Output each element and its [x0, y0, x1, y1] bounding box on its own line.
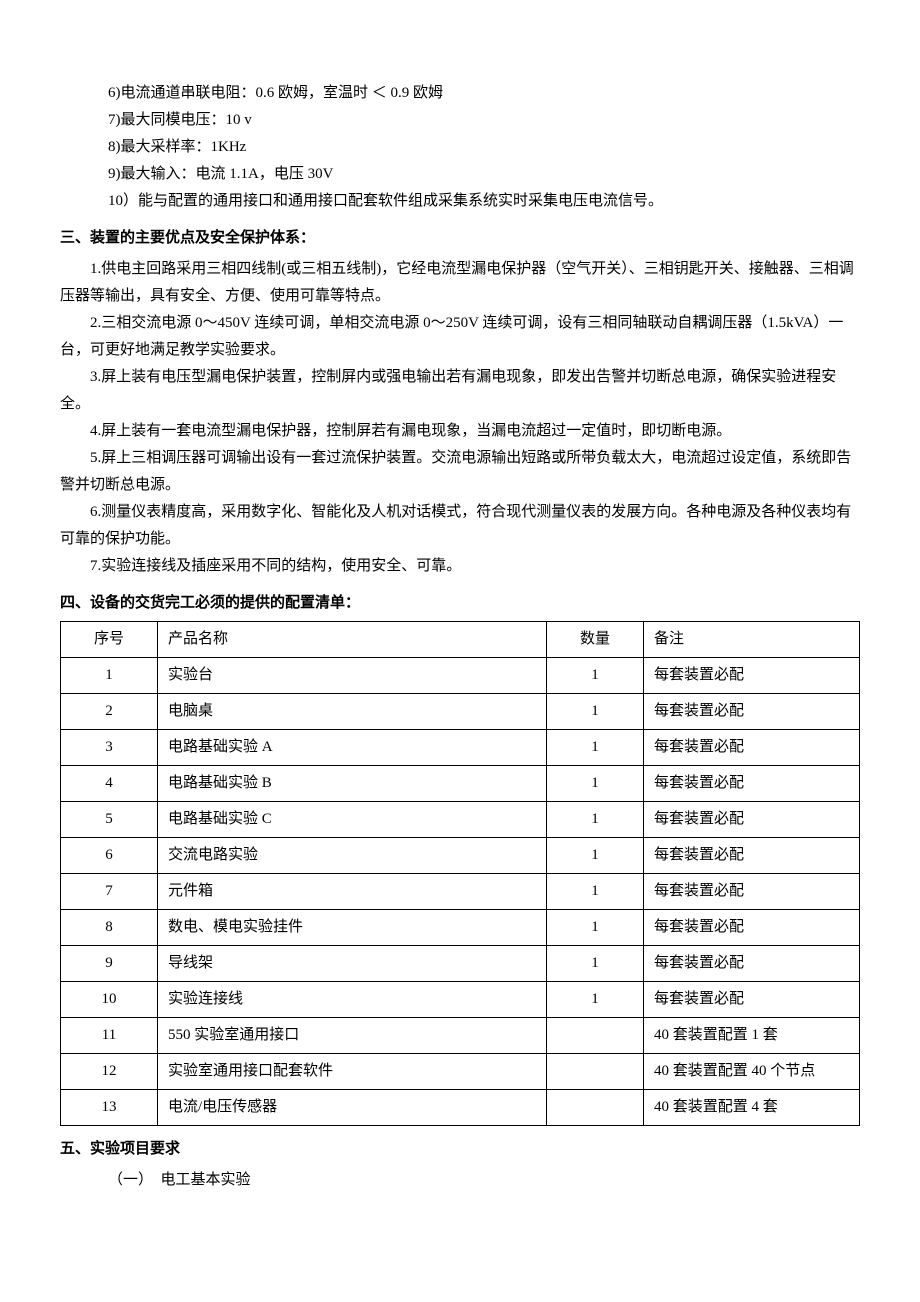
spec-item: 8)最大采样率：1KHz	[108, 134, 860, 161]
table-row: 6交流电路实验1每套装置必配	[61, 838, 860, 874]
table-row: 7元件箱1每套装置必配	[61, 874, 860, 910]
table-cell: 电流/电压传感器	[158, 1090, 547, 1126]
table-row: 8数电、模电实验挂件1每套装置必配	[61, 910, 860, 946]
spec-item: 6)电流通道串联电阻：0.6 欧姆，室温时 ＜ 0.9 欧姆	[108, 80, 860, 107]
table-cell: 1	[547, 766, 644, 802]
table-row: 2电脑桌1每套装置必配	[61, 694, 860, 730]
table-row: 9导线架1每套装置必配	[61, 946, 860, 982]
table-cell: 电脑桌	[158, 694, 547, 730]
table-cell: 1	[547, 730, 644, 766]
table-cell: 11	[61, 1018, 158, 1054]
section5-sub: （一） 电工基本实验	[60, 1167, 860, 1194]
table-cell: 5	[61, 802, 158, 838]
table-cell: 2	[61, 694, 158, 730]
table-cell: 电路基础实验 A	[158, 730, 547, 766]
table-cell: 1	[547, 838, 644, 874]
table-cell: 每套装置必配	[644, 874, 860, 910]
table-row: 1实验台1每套装置必配	[61, 658, 860, 694]
table-cell: 1	[547, 802, 644, 838]
table-cell: 每套装置必配	[644, 802, 860, 838]
table-header-row: 序号 产品名称 数量 备注	[61, 622, 860, 658]
table-cell: 13	[61, 1090, 158, 1126]
table-cell: 每套装置必配	[644, 766, 860, 802]
table-row: 12实验室通用接口配套软件 40 套装置配置 40 个节点	[61, 1054, 860, 1090]
table-cell: 40 套装置配置 40 个节点	[644, 1054, 860, 1090]
col-header-name: 产品名称	[158, 622, 547, 658]
spec-list: 6)电流通道串联电阻：0.6 欧姆，室温时 ＜ 0.9 欧姆 7)最大同模电压：…	[60, 80, 860, 215]
table-cell: 1	[547, 694, 644, 730]
table-row: 3电路基础实验 A1每套装置必配	[61, 730, 860, 766]
table-row: 10实验连接线1每套装置必配	[61, 982, 860, 1018]
spec-item: 10）能与配置的通用接口和通用接口配套软件组成采集系统实时采集电压电流信号。	[108, 188, 860, 215]
table-cell: 1	[547, 982, 644, 1018]
col-header-qty: 数量	[547, 622, 644, 658]
config-table: 序号 产品名称 数量 备注 1实验台1每套装置必配2电脑桌1每套装置必配3电路基…	[60, 621, 860, 1126]
table-cell	[547, 1054, 644, 1090]
section3-item: 1.供电主回路采用三相四线制(或三相五线制)，它经电流型漏电保护器（空气开关）、…	[60, 256, 860, 310]
table-cell: 40 套装置配置 4 套	[644, 1090, 860, 1126]
table-cell: 6	[61, 838, 158, 874]
section3-item: 6.测量仪表精度高，采用数字化、智能化及人机对话模式，符合现代测量仪表的发展方向…	[60, 499, 860, 553]
table-row: 13电流/电压传感器 40 套装置配置 4 套	[61, 1090, 860, 1126]
table-cell	[547, 1018, 644, 1054]
table-cell: 1	[61, 658, 158, 694]
table-cell: 每套装置必配	[644, 730, 860, 766]
table-cell: 1	[547, 946, 644, 982]
section4-heading: 四、设备的交货完工必须的提供的配置清单：	[60, 590, 860, 617]
table-cell: 每套装置必配	[644, 658, 860, 694]
table-cell: 1	[547, 874, 644, 910]
table-row: 5电路基础实验 C1每套装置必配	[61, 802, 860, 838]
table-cell: 9	[61, 946, 158, 982]
table-cell: 实验连接线	[158, 982, 547, 1018]
table-cell: 每套装置必配	[644, 694, 860, 730]
section3-item: 3.屏上装有电压型漏电保护装置，控制屏内或强电输出若有漏电现象，即发出告警并切断…	[60, 364, 860, 418]
table-row: 11550 实验室通用接口 40 套装置配置 1 套	[61, 1018, 860, 1054]
table-cell: 导线架	[158, 946, 547, 982]
table-cell: 每套装置必配	[644, 838, 860, 874]
table-cell: 10	[61, 982, 158, 1018]
spec-item: 9)最大输入：电流 1.1A，电压 30V	[108, 161, 860, 188]
table-cell: 实验室通用接口配套软件	[158, 1054, 547, 1090]
table-cell: 数电、模电实验挂件	[158, 910, 547, 946]
table-cell: 40 套装置配置 1 套	[644, 1018, 860, 1054]
table-cell: 实验台	[158, 658, 547, 694]
table-cell: 4	[61, 766, 158, 802]
section3-item: 2.三相交流电源 0～450V 连续可调，单相交流电源 0～250V 连续可调，…	[60, 310, 860, 364]
section3-item: 5.屏上三相调压器可调输出设有一套过流保护装置。交流电源输出短路或所带负载太大，…	[60, 445, 860, 499]
table-cell: 每套装置必配	[644, 910, 860, 946]
table-row: 4电路基础实验 B1每套装置必配	[61, 766, 860, 802]
table-cell: 元件箱	[158, 874, 547, 910]
spec-item: 7)最大同模电压：10 v	[108, 107, 860, 134]
table-cell: 1	[547, 658, 644, 694]
table-cell: 550 实验室通用接口	[158, 1018, 547, 1054]
table-cell: 12	[61, 1054, 158, 1090]
table-cell: 每套装置必配	[644, 982, 860, 1018]
col-header-remark: 备注	[644, 622, 860, 658]
table-cell: 8	[61, 910, 158, 946]
table-cell: 电路基础实验 C	[158, 802, 547, 838]
table-cell: 电路基础实验 B	[158, 766, 547, 802]
table-cell	[547, 1090, 644, 1126]
table-cell: 7	[61, 874, 158, 910]
col-header-index: 序号	[61, 622, 158, 658]
section3-heading: 三、装置的主要优点及安全保护体系：	[60, 225, 860, 252]
table-cell: 3	[61, 730, 158, 766]
section5-heading: 五、实验项目要求	[60, 1136, 860, 1163]
section3-item: 4.屏上装有一套电流型漏电保护器，控制屏若有漏电现象，当漏电流超过一定值时，即切…	[60, 418, 860, 445]
table-cell: 交流电路实验	[158, 838, 547, 874]
section3-item: 7.实验连接线及插座采用不同的结构，使用安全、可靠。	[60, 553, 860, 580]
table-cell: 1	[547, 910, 644, 946]
table-cell: 每套装置必配	[644, 946, 860, 982]
